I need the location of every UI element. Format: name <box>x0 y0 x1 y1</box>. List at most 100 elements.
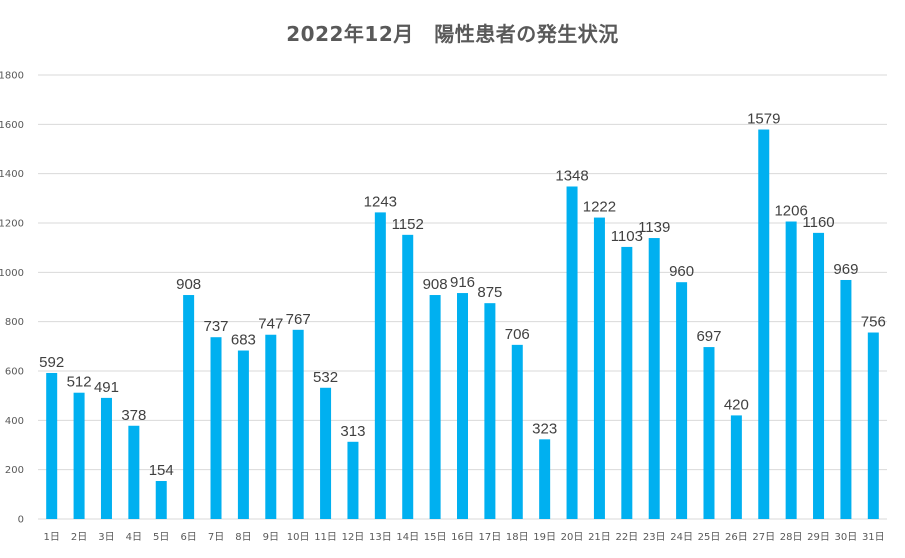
x-tick-label: 3日 <box>98 532 114 543</box>
data-label: 378 <box>121 407 146 424</box>
bar <box>128 425 140 519</box>
data-label: 756 <box>861 314 886 331</box>
x-tick-label: 6日 <box>180 532 196 543</box>
x-tick-label: 22日 <box>615 532 638 543</box>
bar <box>320 387 332 519</box>
x-tick-label: 20日 <box>561 532 584 543</box>
x-tick-label: 9日 <box>263 532 279 543</box>
bar <box>785 221 797 519</box>
x-tick-label: 23日 <box>643 532 666 543</box>
bar <box>347 441 359 519</box>
data-label: 512 <box>67 374 92 391</box>
bar <box>566 186 578 519</box>
x-tick-label: 5日 <box>153 532 169 543</box>
x-tick-label: 31日 <box>862 532 885 543</box>
bar <box>210 337 222 519</box>
data-label: 908 <box>176 276 201 293</box>
data-label: 908 <box>423 276 448 293</box>
data-label: 532 <box>313 369 338 386</box>
data-label: 1579 <box>747 111 780 128</box>
bar <box>265 334 277 519</box>
bar <box>374 212 386 520</box>
bar <box>237 350 249 519</box>
data-label: 1103 <box>611 228 643 245</box>
bar <box>676 282 688 519</box>
y-tick-label: 800 <box>5 317 24 328</box>
y-tick-label: 1200 <box>0 219 24 230</box>
x-tick-label: 21日 <box>588 532 611 543</box>
x-tick-label: 26日 <box>725 532 748 543</box>
data-label: 1243 <box>364 193 397 210</box>
x-tick-label: 14日 <box>396 532 419 543</box>
bar <box>46 372 58 519</box>
bar <box>183 295 195 519</box>
data-label: 875 <box>477 284 502 301</box>
x-tick-label: 8日 <box>235 532 251 543</box>
x-tick-label: 10日 <box>287 532 310 543</box>
x-tick-label: 1日 <box>44 532 60 543</box>
x-tick-label: 2日 <box>71 532 87 543</box>
y-tick-label: 200 <box>5 465 24 476</box>
x-tick-label: 12日 <box>342 532 365 543</box>
bar <box>703 347 715 519</box>
bar <box>867 332 879 519</box>
data-label: 683 <box>231 332 256 349</box>
bar <box>457 293 468 519</box>
data-label: 960 <box>669 263 694 280</box>
x-tick-label: 11日 <box>314 532 337 543</box>
x-tick-label: 27日 <box>752 532 775 543</box>
data-label: 592 <box>39 354 64 371</box>
x-tick-label: 18日 <box>506 532 529 543</box>
x-tick-label: 7日 <box>208 532 224 543</box>
x-tick-label: 24日 <box>670 532 693 543</box>
data-label: 1206 <box>774 203 807 220</box>
x-axis-ticks: 1日 2日 3日 4日 5日 6日 7日 8日 9日 10日 11日 12日 13日 14日 15日 16日 1… <box>44 532 885 543</box>
data-label: 491 <box>94 379 119 396</box>
y-axis-ticks: 0 200 400 600 800 1000 1200 1400 1600 1800 <box>0 71 24 526</box>
x-tick-label: 15日 <box>424 532 447 543</box>
x-tick-label: 30日 <box>835 532 858 543</box>
y-tick-label: 400 <box>5 416 24 427</box>
data-label: 706 <box>505 326 530 343</box>
bar <box>593 217 605 519</box>
x-tick-label: 16日 <box>451 532 474 543</box>
data-label: 1152 <box>392 216 424 233</box>
x-tick-label: 13日 <box>369 532 392 543</box>
data-label: 697 <box>696 328 721 345</box>
bar <box>648 238 660 519</box>
x-tick-label: 25日 <box>698 532 721 543</box>
x-tick-label: 28日 <box>780 532 803 543</box>
data-label: 154 <box>149 462 174 479</box>
y-tick-label: 1400 <box>0 169 24 180</box>
data-label: 747 <box>258 316 283 333</box>
bar <box>813 232 825 519</box>
y-tick-label: 0 <box>18 515 24 526</box>
data-label: 1160 <box>802 214 834 231</box>
bar <box>484 303 496 519</box>
y-tick-label: 600 <box>5 367 24 378</box>
bar <box>840 279 852 519</box>
bar <box>100 397 112 519</box>
data-label: 1139 <box>638 219 670 236</box>
chart-title: 2022年12月 陽性患者の発生状況 <box>286 22 619 46</box>
bar <box>511 344 523 519</box>
bar <box>758 129 770 519</box>
data-label: 737 <box>204 318 229 335</box>
y-tick-label: 1600 <box>0 120 24 131</box>
data-label: 323 <box>532 420 557 437</box>
x-tick-label: 19日 <box>533 532 556 543</box>
y-tick-label: 1000 <box>0 268 24 279</box>
x-tick-label: 17日 <box>479 532 502 543</box>
bars <box>46 129 879 520</box>
data-label: 1348 <box>555 167 588 184</box>
bar <box>155 481 167 519</box>
y-tick-label: 1800 <box>0 71 24 82</box>
x-tick-label: 29日 <box>807 532 830 543</box>
bar <box>402 234 414 519</box>
data-label: 313 <box>340 423 365 440</box>
x-tick-label: 4日 <box>126 532 142 543</box>
bar <box>730 415 742 519</box>
